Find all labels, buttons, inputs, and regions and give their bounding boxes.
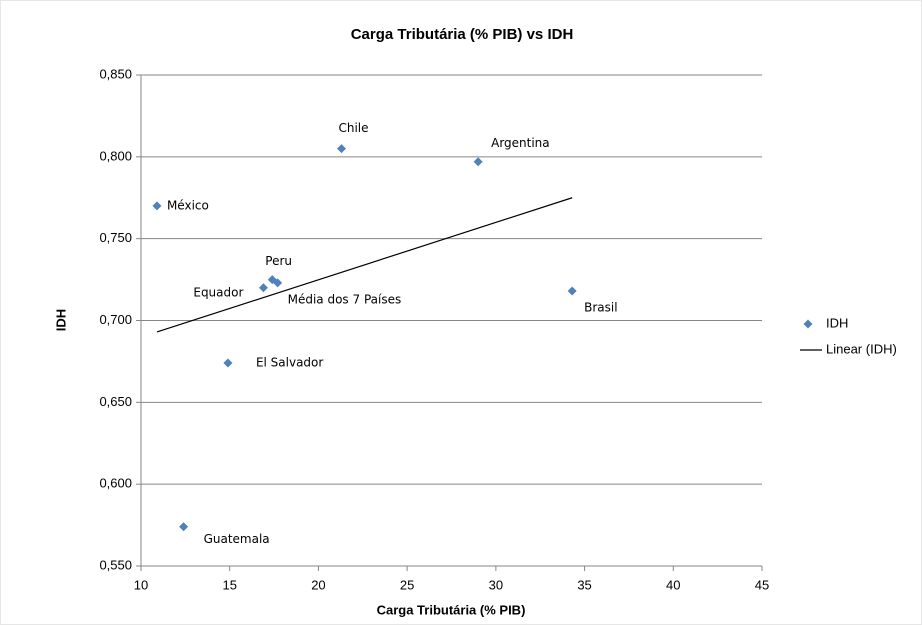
y-tick-label: 0,850	[99, 66, 132, 81]
trendline	[156, 197, 573, 333]
x-tick-label: 25	[400, 577, 414, 592]
x-tick-label: 20	[311, 577, 325, 592]
y-axis-label: IDH	[53, 309, 68, 331]
x-tick-label: 10	[134, 577, 148, 592]
point	[258, 283, 268, 293]
point-label: Argentina	[491, 136, 550, 150]
y-tick-label: 0,550	[99, 557, 132, 572]
x-tick-label: 40	[666, 577, 680, 592]
point	[567, 286, 577, 296]
x-tick-label: 35	[577, 577, 591, 592]
point-label: Chile	[338, 121, 368, 135]
x-axis-label: Carga Tributária (% PIB)	[377, 602, 526, 617]
x-tick-label: 30	[489, 577, 503, 592]
y-tick-label: 0,750	[99, 230, 132, 245]
legend-label: IDH	[826, 315, 848, 330]
y-tick-label: 0,650	[99, 394, 132, 409]
x-tick-label: 15	[222, 577, 236, 592]
legend-marker	[803, 319, 813, 329]
point	[273, 278, 283, 288]
point-label: México	[167, 198, 209, 212]
x-tick-label: 45	[755, 577, 769, 592]
point-label: Brasil	[584, 301, 617, 315]
point	[152, 201, 162, 211]
y-tick-label: 0,800	[99, 148, 132, 163]
point-label: Média dos 7 Países	[288, 292, 402, 306]
y-tick-label: 0,700	[99, 312, 132, 327]
point-label: Peru	[265, 254, 292, 268]
legend-label: Linear (IDH)	[826, 341, 897, 356]
point-label: Guatemala	[204, 532, 270, 546]
point	[223, 358, 233, 368]
point	[473, 157, 483, 167]
point	[336, 144, 346, 154]
point-label: El Salvador	[256, 356, 323, 370]
chart-title: Carga Tributária (% PIB) vs IDH	[351, 26, 574, 43]
point-label: Equador	[193, 285, 243, 299]
y-tick-label: 0,600	[99, 476, 132, 491]
point	[179, 522, 189, 532]
